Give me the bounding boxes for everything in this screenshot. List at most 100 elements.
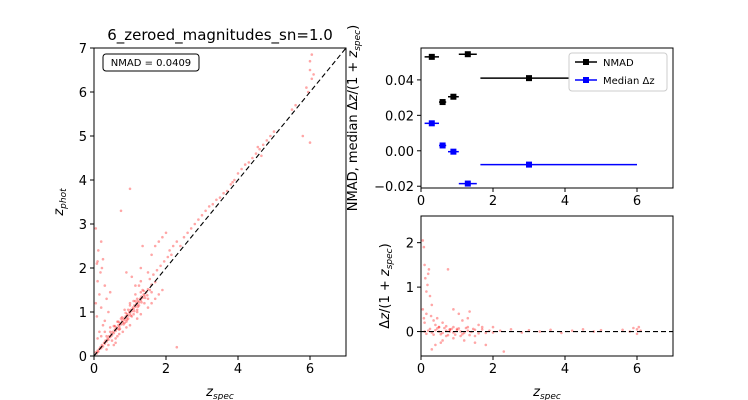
legend-marker-nmad — [583, 59, 589, 65]
scatter-point — [107, 310, 110, 314]
residual-point — [466, 325, 470, 329]
scatter-point — [105, 348, 108, 351]
legend-entry-median: Median Δz — [575, 76, 655, 87]
residual-point — [498, 329, 502, 332]
scatter-point — [310, 77, 314, 81]
scatter-point — [99, 240, 103, 243]
residual-point — [632, 326, 635, 330]
scatter-point — [134, 284, 137, 287]
scatter-point — [112, 343, 116, 347]
residual-point — [434, 343, 437, 347]
scatter-point — [166, 255, 170, 259]
residual-point — [452, 336, 455, 340]
scatter-point — [143, 301, 146, 305]
scatter-point — [128, 312, 132, 315]
scatter-point — [125, 326, 128, 329]
residual-point — [471, 327, 475, 331]
scatter-point — [131, 306, 135, 309]
panel2-x-ticks: 0 2 4 6 — [417, 188, 641, 209]
scatter-point — [117, 320, 120, 323]
residual-point — [434, 328, 437, 332]
scatter-point — [175, 240, 179, 243]
residual-point — [527, 328, 531, 332]
panel-zphot-vs-zspec: 6_zeroed_magnitudes_sn=1.0 0 2 4 6 0 1 2 3 4 5 6 7… — [52, 26, 347, 400]
y-tick-label: 6 — [79, 86, 87, 101]
panel1-frame — [93, 47, 347, 357]
residual-point — [425, 312, 428, 316]
panel3-x-ticks: 0 2 4 6 — [417, 356, 641, 377]
scatter-point — [114, 337, 117, 340]
scatter-point — [189, 227, 193, 230]
residual-point — [441, 331, 444, 335]
panel2-legend: NMAD Median Δz — [568, 52, 668, 92]
x-tick-label: 2 — [489, 194, 497, 209]
scatter-point — [96, 260, 99, 263]
residual-point — [444, 334, 448, 338]
residual-point — [621, 328, 624, 332]
scatter-point — [258, 147, 261, 151]
residual-point — [468, 333, 471, 337]
residual-point — [428, 294, 432, 298]
residual-point — [453, 333, 457, 336]
y-tick-label: 2 — [79, 262, 87, 277]
residual-point — [428, 327, 432, 331]
scatter-point — [135, 297, 139, 301]
scatter-point — [118, 327, 122, 331]
y-tick-label: 2 — [406, 237, 414, 252]
scatter-point — [114, 341, 117, 345]
scatter-point — [117, 332, 121, 336]
residual-point — [637, 325, 641, 329]
scatter-point — [101, 345, 105, 348]
legend-label-median: Median Δz — [603, 76, 655, 87]
residual-point — [473, 328, 477, 332]
scatter-point — [97, 350, 100, 353]
scatter-point — [123, 308, 126, 312]
nmad-point — [428, 53, 435, 60]
scatter-point — [146, 297, 150, 301]
residual-point — [441, 321, 444, 324]
scatter-point — [182, 235, 186, 239]
scatter-point — [99, 306, 103, 309]
scatter-point — [126, 308, 130, 312]
scatter-point — [96, 349, 99, 353]
residual-point — [421, 239, 425, 242]
scatter-point — [146, 306, 150, 309]
scatter-point — [215, 198, 218, 202]
scatter-point — [125, 312, 129, 316]
scatter-point — [140, 301, 143, 304]
residual-point — [538, 330, 542, 333]
nmad-point — [450, 93, 457, 100]
residual-point — [435, 316, 439, 320]
scatter-point — [99, 334, 103, 338]
scatter-point — [150, 253, 153, 257]
scatter-point — [170, 253, 173, 257]
residual-point — [446, 333, 450, 337]
scatter-point — [106, 337, 109, 340]
scatter-point — [168, 249, 171, 252]
scatter-point — [150, 290, 153, 294]
residual-point — [581, 328, 585, 331]
residual-point — [448, 328, 452, 332]
x-tick-label: 4 — [561, 362, 569, 377]
scatter-point — [107, 343, 110, 347]
scatter-point — [110, 339, 114, 342]
scatter-point — [143, 294, 146, 298]
scatter-point — [148, 277, 152, 281]
scatter-point — [139, 290, 143, 294]
residual-point — [455, 328, 459, 332]
nmad-annotation-box — [102, 53, 200, 72]
residual-point — [549, 328, 552, 332]
panel3-frame — [420, 215, 674, 357]
scatter-point — [100, 266, 104, 270]
residual-point — [459, 330, 462, 333]
panel1-title: 6_zeroed_magnitudes_sn=1.0 — [107, 26, 333, 45]
median-point — [450, 148, 457, 155]
scatter-point — [142, 289, 145, 293]
scatter-point — [240, 167, 243, 171]
residual-point — [422, 316, 426, 320]
panel1-x-axis-label: zspec — [205, 385, 234, 400]
median-point — [464, 180, 471, 187]
residual-point — [437, 325, 441, 329]
panel3-y-ticks: 0 1 2 — [406, 237, 421, 341]
scatter-point — [100, 343, 104, 347]
